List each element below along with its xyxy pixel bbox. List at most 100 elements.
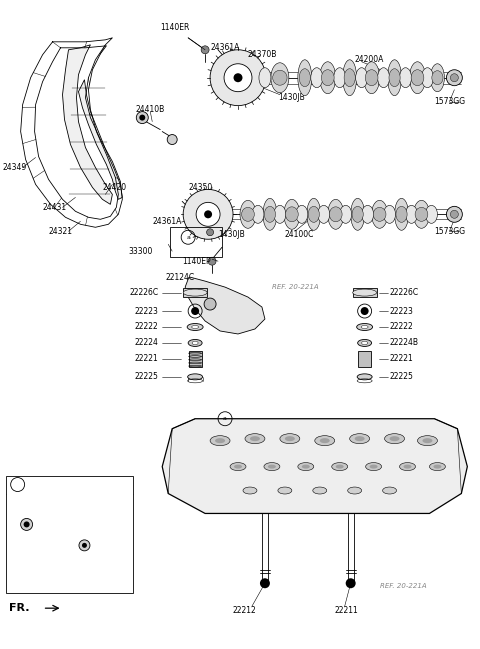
Ellipse shape xyxy=(332,463,348,471)
Text: 1140ER: 1140ER xyxy=(160,23,190,32)
Ellipse shape xyxy=(425,205,437,223)
Text: a: a xyxy=(186,235,190,239)
Ellipse shape xyxy=(307,199,321,230)
Ellipse shape xyxy=(383,487,396,494)
Ellipse shape xyxy=(395,199,408,230)
Ellipse shape xyxy=(264,206,276,223)
Text: 33300: 33300 xyxy=(128,247,153,256)
Ellipse shape xyxy=(243,487,257,494)
Ellipse shape xyxy=(240,201,256,228)
Ellipse shape xyxy=(318,205,330,223)
Ellipse shape xyxy=(399,67,411,88)
Text: 24200A: 24200A xyxy=(355,55,384,64)
Bar xyxy=(6,476,133,593)
Text: 24100C: 24100C xyxy=(285,230,314,239)
Ellipse shape xyxy=(433,465,442,469)
Circle shape xyxy=(446,69,462,86)
Circle shape xyxy=(139,115,145,121)
Circle shape xyxy=(233,73,242,82)
Text: a: a xyxy=(223,416,227,421)
Text: 1573GG: 1573GG xyxy=(434,227,466,236)
Ellipse shape xyxy=(372,201,387,228)
Ellipse shape xyxy=(268,465,276,469)
Circle shape xyxy=(360,307,369,315)
Ellipse shape xyxy=(192,326,199,328)
Polygon shape xyxy=(162,419,468,513)
Ellipse shape xyxy=(336,465,344,469)
Ellipse shape xyxy=(418,435,437,446)
Ellipse shape xyxy=(404,465,411,469)
Circle shape xyxy=(24,521,30,528)
Ellipse shape xyxy=(348,487,361,494)
Text: 21516A: 21516A xyxy=(29,520,56,526)
Circle shape xyxy=(446,206,462,223)
Ellipse shape xyxy=(396,206,407,223)
Circle shape xyxy=(228,64,236,72)
Ellipse shape xyxy=(328,199,344,229)
Ellipse shape xyxy=(361,341,368,345)
Ellipse shape xyxy=(358,339,372,347)
Text: 22224B: 22224B xyxy=(390,338,419,347)
Bar xyxy=(183,288,207,297)
Ellipse shape xyxy=(263,199,277,230)
Text: 24321: 24321 xyxy=(48,227,72,236)
Text: 22223: 22223 xyxy=(390,306,413,315)
Text: 24431: 24431 xyxy=(43,203,67,212)
Bar xyxy=(170,227,222,257)
Ellipse shape xyxy=(415,207,428,221)
Text: 24355: 24355 xyxy=(38,563,60,569)
Ellipse shape xyxy=(361,326,368,328)
Ellipse shape xyxy=(298,60,312,95)
Ellipse shape xyxy=(245,434,265,444)
Text: 24410B: 24410B xyxy=(135,105,165,114)
Ellipse shape xyxy=(411,69,424,86)
Circle shape xyxy=(210,50,266,106)
Text: 22226C: 22226C xyxy=(129,288,158,297)
Ellipse shape xyxy=(285,436,295,441)
Ellipse shape xyxy=(353,289,377,296)
Ellipse shape xyxy=(387,60,402,95)
Circle shape xyxy=(346,578,356,588)
Ellipse shape xyxy=(406,205,418,223)
Text: 24350: 24350 xyxy=(188,183,213,192)
Text: 24361A: 24361A xyxy=(210,43,240,53)
Text: 22222: 22222 xyxy=(134,323,158,332)
Ellipse shape xyxy=(250,436,260,441)
Ellipse shape xyxy=(413,201,430,228)
Ellipse shape xyxy=(357,374,372,380)
Text: 22226C: 22226C xyxy=(390,288,419,297)
Ellipse shape xyxy=(366,463,382,471)
Ellipse shape xyxy=(230,463,246,471)
Ellipse shape xyxy=(215,438,225,443)
Text: 22221: 22221 xyxy=(134,354,158,363)
Ellipse shape xyxy=(274,205,286,223)
Ellipse shape xyxy=(299,69,311,87)
Circle shape xyxy=(204,298,216,310)
Ellipse shape xyxy=(210,435,230,446)
Ellipse shape xyxy=(320,438,330,443)
Text: 24349: 24349 xyxy=(3,163,27,172)
Text: 22222: 22222 xyxy=(390,323,413,332)
Ellipse shape xyxy=(192,341,198,345)
Ellipse shape xyxy=(298,463,314,471)
Ellipse shape xyxy=(234,465,242,469)
Ellipse shape xyxy=(352,206,363,223)
Text: REF. 20-221A: REF. 20-221A xyxy=(380,583,426,589)
Circle shape xyxy=(21,519,33,530)
Text: REF. 20-221A: REF. 20-221A xyxy=(272,284,319,290)
Ellipse shape xyxy=(259,67,271,88)
Ellipse shape xyxy=(188,374,203,380)
Ellipse shape xyxy=(308,206,319,223)
Text: 1430JB: 1430JB xyxy=(218,230,245,239)
Ellipse shape xyxy=(344,69,355,87)
Ellipse shape xyxy=(273,70,287,85)
Ellipse shape xyxy=(357,323,372,330)
Ellipse shape xyxy=(340,205,352,223)
Ellipse shape xyxy=(384,434,405,444)
Ellipse shape xyxy=(430,463,445,471)
Circle shape xyxy=(136,112,148,123)
Circle shape xyxy=(79,540,90,551)
Ellipse shape xyxy=(365,69,378,86)
Ellipse shape xyxy=(296,205,308,223)
Circle shape xyxy=(208,257,216,265)
